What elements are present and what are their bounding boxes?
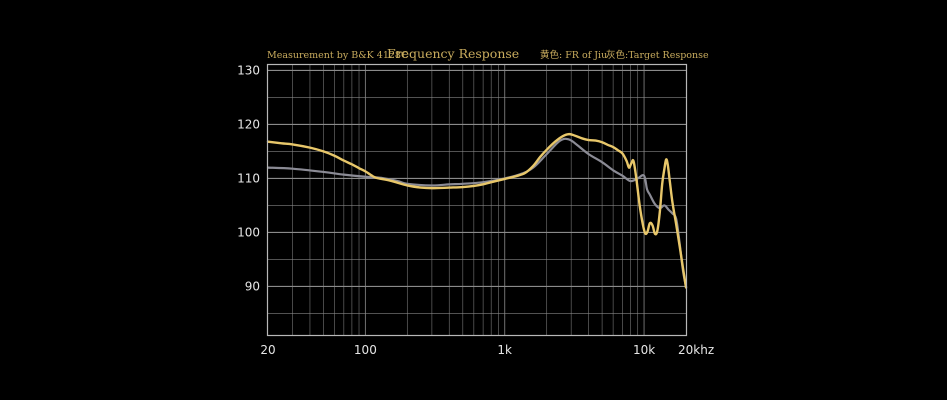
legend-item-jiu: 黄色: FR of Jiu <box>540 49 607 61</box>
series-line-fr-of-jiu <box>266 132 688 289</box>
x-axis-ticks: 20 100 1k 10k 20khz <box>260 343 714 357</box>
measurement-label: Measurement by B&K 4128C <box>267 50 408 61</box>
legend-item-target: 灰色:Target Response <box>606 49 709 61</box>
grid <box>268 65 686 335</box>
series-layer <box>266 132 688 289</box>
y-tick-label: 90 <box>245 279 260 293</box>
plot-border <box>266 63 688 337</box>
y-tick-label: 130 <box>237 63 260 77</box>
y-axis-ticks: 130 120 110 100 90 <box>237 63 260 293</box>
series-line-target-response <box>266 137 688 288</box>
y-tick-label: 100 <box>237 225 260 239</box>
x-tick-label: 20 <box>260 343 275 357</box>
x-tick-label: 10k <box>633 343 655 357</box>
y-tick-label: 120 <box>237 117 260 131</box>
x-tick-label: 100 <box>354 343 377 357</box>
x-tick-label: 1k <box>497 343 512 357</box>
y-tick-label: 110 <box>237 171 260 185</box>
chart-title: Frequency Response <box>387 46 519 61</box>
x-tick-label: 20khz <box>678 343 714 357</box>
